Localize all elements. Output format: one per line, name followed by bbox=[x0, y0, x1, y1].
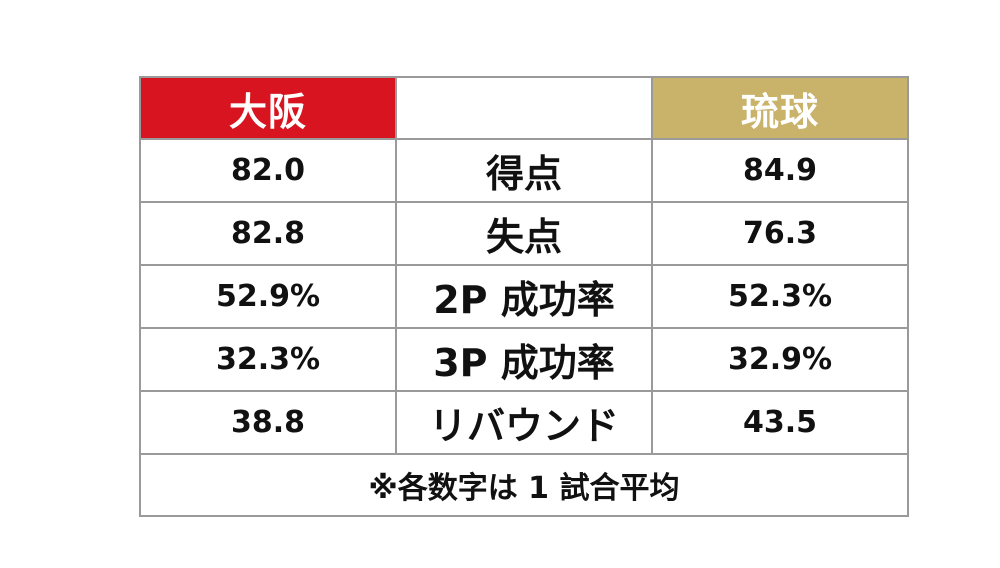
osaka-value: 52.9% bbox=[139, 264, 397, 329]
ryukyu-value: 43.5 bbox=[651, 390, 909, 455]
stat-row-rebounds: 38.8 リバウンド 43.5 bbox=[139, 390, 909, 455]
footnote: ※各数字は 1 試合平均 bbox=[139, 453, 909, 517]
team-osaka-header: 大阪 bbox=[139, 76, 397, 140]
stat-label: 3P 成功率 bbox=[395, 327, 653, 392]
stat-label: 失点 bbox=[395, 201, 653, 266]
osaka-value: 32.3% bbox=[139, 327, 397, 392]
header-blank-cell bbox=[395, 76, 653, 140]
team-stats-table: 大阪 琉球 82.0 得点 84.9 82.8 失点 76.3 52.9% 2P… bbox=[139, 76, 909, 517]
ryukyu-value: 32.9% bbox=[651, 327, 909, 392]
ryukyu-value: 84.9 bbox=[651, 138, 909, 203]
stat-label: リバウンド bbox=[395, 390, 653, 455]
ryukyu-value: 76.3 bbox=[651, 201, 909, 266]
osaka-value: 38.8 bbox=[139, 390, 397, 455]
stat-row-points-allowed: 82.8 失点 76.3 bbox=[139, 201, 909, 266]
stat-row-3p-pct: 32.3% 3P 成功率 32.9% bbox=[139, 327, 909, 392]
header-row: 大阪 琉球 bbox=[139, 76, 909, 140]
stat-row-2p-pct: 52.9% 2P 成功率 52.3% bbox=[139, 264, 909, 329]
team-ryukyu-header: 琉球 bbox=[651, 76, 909, 140]
stat-label: 得点 bbox=[395, 138, 653, 203]
ryukyu-value: 52.3% bbox=[651, 264, 909, 329]
stat-label: 2P 成功率 bbox=[395, 264, 653, 329]
osaka-value: 82.0 bbox=[139, 138, 397, 203]
footnote-row: ※各数字は 1 試合平均 bbox=[139, 453, 909, 517]
stat-row-points: 82.0 得点 84.9 bbox=[139, 138, 909, 203]
osaka-value: 82.8 bbox=[139, 201, 397, 266]
